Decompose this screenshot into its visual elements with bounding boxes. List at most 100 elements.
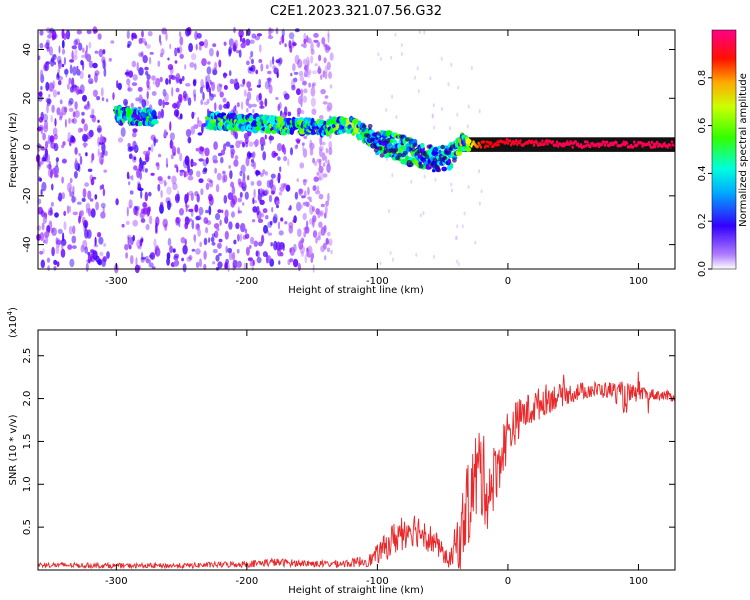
ridge-point <box>540 142 543 147</box>
noise-speckle <box>277 221 281 230</box>
noise-speckle <box>39 250 43 255</box>
noise-speckle <box>326 61 331 71</box>
noise-speckle <box>140 257 145 263</box>
noise-speckle <box>291 39 295 49</box>
noise-speckle <box>300 237 305 243</box>
noise-speckle <box>326 106 331 112</box>
noise-speckle <box>308 69 312 76</box>
noise-speckle <box>312 230 318 239</box>
noise-speckle <box>280 217 284 222</box>
colorbar-tick-label: 0.2 <box>697 213 708 229</box>
spectrogram-x-label: Height of straight line (km) <box>288 285 424 296</box>
noise-speckle <box>178 93 183 103</box>
ridge-point <box>485 140 489 144</box>
noise-speckle <box>126 78 131 86</box>
ridge-point <box>571 145 574 149</box>
noise-speckle <box>324 255 327 261</box>
noise-speckle <box>279 186 285 192</box>
noise-speckle <box>131 32 134 41</box>
noise-speckle <box>99 251 104 257</box>
noise-speckle <box>165 181 168 186</box>
noise-speckle <box>467 185 470 189</box>
snr-y-ticks: 0.5 1.0 1.5 2.0 2.5 <box>22 348 675 535</box>
noise-speckle <box>184 216 190 226</box>
noise-speckle <box>87 168 93 172</box>
noise-speckle <box>327 192 330 202</box>
noise-speckle <box>449 126 451 131</box>
noise-speckle <box>312 82 317 87</box>
ridge-edge <box>424 154 430 160</box>
ridge-point <box>495 143 498 147</box>
ridge-point <box>546 142 549 146</box>
noise-speckle <box>441 107 443 111</box>
noise-speckle <box>59 112 63 119</box>
ridge-edge <box>430 163 436 168</box>
noise-speckle <box>74 147 78 155</box>
noise-speckle <box>71 195 76 204</box>
noise-speckle <box>158 34 162 43</box>
snr-frame <box>37 329 676 571</box>
noise-speckle <box>246 60 250 66</box>
noise-speckle <box>283 146 287 155</box>
ridge-point <box>545 139 548 143</box>
noise-speckle <box>281 34 285 44</box>
noise-speckle <box>255 250 259 257</box>
noise-speckle <box>181 75 185 82</box>
noise-speckle <box>51 246 55 257</box>
noise-speckle <box>277 103 281 112</box>
noise-speckle <box>131 174 134 181</box>
noise-speckle <box>319 115 324 120</box>
noise-speckle <box>38 162 41 167</box>
noise-speckle <box>250 162 255 167</box>
noise-speckle <box>184 64 187 70</box>
noise-speckle <box>211 81 216 92</box>
noise-speckle <box>239 233 243 242</box>
noise-speckle <box>395 115 398 120</box>
noise-speckle <box>273 240 278 251</box>
noise-speckle <box>52 89 58 98</box>
noise-speckle <box>258 92 262 101</box>
noise-speckle <box>179 113 183 119</box>
noise-speckle <box>431 113 434 118</box>
noise-speckle <box>259 172 264 177</box>
noise-speckle <box>157 183 161 192</box>
noise-speckle <box>219 219 222 226</box>
noise-speckle <box>227 247 233 254</box>
noise-speckle <box>264 98 268 107</box>
spectrogram-y-label: Frequency (Hz) <box>8 112 19 188</box>
noise-speckle <box>77 201 82 205</box>
noise-speckle <box>275 27 279 35</box>
noise-speckle <box>326 247 331 253</box>
noise-speckle <box>72 185 75 195</box>
noise-speckle <box>150 144 154 153</box>
noise-speckle <box>310 48 315 55</box>
noise-speckle <box>289 205 292 211</box>
ridge-edge <box>452 158 457 163</box>
noise-speckle <box>212 43 217 48</box>
colorbar-gradient <box>711 29 737 270</box>
noise-speckle <box>69 64 73 74</box>
noise-speckle <box>40 147 46 151</box>
noise-speckle <box>300 88 304 99</box>
noise-speckle <box>302 58 307 65</box>
noise-speckle <box>169 140 174 150</box>
noise-speckle <box>242 202 245 206</box>
noise-speckle <box>284 43 287 48</box>
noise-speckle <box>125 252 128 259</box>
noise-speckle <box>72 117 77 124</box>
ridge-point <box>556 144 560 148</box>
ridge-point <box>632 145 635 149</box>
noise-speckle <box>147 31 153 37</box>
ridge-point <box>250 117 254 122</box>
noise-speckle <box>228 251 233 261</box>
noise-speckle <box>64 106 68 113</box>
noise-speckle <box>140 51 144 58</box>
noise-speckle <box>296 88 301 96</box>
noise-speckle <box>197 120 203 128</box>
noise-speckle <box>307 186 310 196</box>
noise-speckle <box>218 252 222 257</box>
noise-speckle <box>45 97 51 103</box>
noise-speckle <box>78 42 83 51</box>
noise-speckle <box>175 217 181 224</box>
